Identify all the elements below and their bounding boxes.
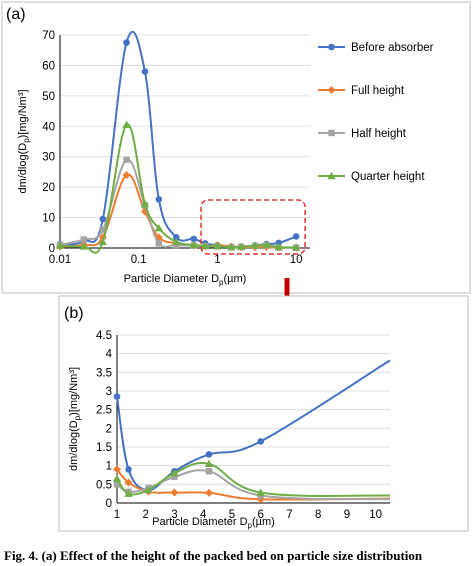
y-tick-label: 10 (42, 213, 55, 225)
data-point-half-height (171, 473, 178, 481)
data-point-before-absorber (123, 39, 130, 46)
legend-swatch-marker (327, 171, 336, 180)
data-point-quarter-height (140, 199, 150, 208)
data-point-quarter-height (274, 242, 283, 251)
x-tick-label: 2 (143, 509, 149, 521)
y-axis-title: dm/dlog(Dp)[mg/Nm³] (68, 367, 82, 471)
data-point-before-absorber (99, 215, 107, 223)
data-point-quarter-height (55, 241, 65, 249)
data-point-quarter-height (122, 120, 131, 128)
y-tick-label: 4 (106, 349, 113, 361)
data-point-half-height (123, 156, 130, 163)
data-point-half-height (113, 481, 121, 488)
data-point-quarter-height (201, 241, 210, 250)
x-tick-label: 7 (286, 509, 292, 521)
panel-b-label: (b) (64, 305, 84, 322)
data-point-quarter-height (236, 242, 246, 251)
data-point-quarter-height (172, 237, 181, 246)
y-tick-label: 0 (49, 243, 55, 255)
data-point-full-height (204, 488, 213, 497)
x-tick-label: 0.01 (49, 254, 71, 266)
data-point-quarter-height (204, 459, 214, 467)
y-tick-label: 2 (106, 423, 112, 435)
data-point-quarter-height (144, 485, 153, 494)
y-tick-label: 60 (42, 60, 55, 72)
legend-label: Quarter height (351, 171, 425, 183)
data-point-half-height (99, 226, 107, 233)
data-point-half-height (205, 468, 213, 475)
y-tick-label: 70 (42, 30, 55, 42)
y-tick-label: 1 (106, 461, 112, 473)
data-point-half-height (155, 240, 163, 247)
y-tick-label: 0 (106, 498, 112, 510)
figure-caption: Fig. 4. (a) Effect of the height of the … (4, 548, 423, 563)
data-point-quarter-height (79, 242, 88, 250)
x-tick-label: 10 (369, 509, 382, 521)
y-tick-label: 30 (42, 152, 55, 164)
y-tick-label: 1.5 (96, 442, 112, 454)
data-point-quarter-height (250, 241, 260, 249)
x-axis-title: Particle Diameter Dp(µm) (124, 273, 247, 287)
y-tick-label: 4.5 (96, 330, 112, 342)
data-point-before-absorber (155, 196, 163, 203)
data-point-quarter-height (124, 489, 133, 497)
data-point-quarter-height (189, 240, 198, 249)
data-point-before-absorber (205, 451, 213, 458)
data-point-quarter-height (170, 468, 179, 477)
legend-label: Before absorber (351, 42, 434, 54)
data-point-before-absorber (141, 68, 149, 75)
x-tick-label: 3 (171, 509, 177, 521)
data-point-quarter-height (112, 474, 122, 482)
data-point-before-absorber (125, 466, 132, 473)
x-tick-label: 4 (200, 509, 207, 521)
y-axis-title: dm/dlog(Dp)[mg/Nm³] (17, 89, 31, 193)
legend-swatch-marker (328, 43, 335, 51)
data-point-full-height (113, 465, 121, 474)
data-point-before-absorber (172, 234, 180, 241)
data-point-quarter-height (98, 237, 108, 246)
y-tick-label: 3 (106, 386, 112, 398)
legend-swatch-marker (328, 129, 335, 137)
data-point-full-height (122, 170, 131, 179)
data-point-before-absorber (292, 233, 300, 240)
x-tick-label: 9 (344, 509, 350, 521)
x-tick-label: 10 (290, 254, 303, 266)
panel-b-plot: 0 0.5 1 1.5 2 2.5 3 3.5 4 4.5 1 2 3 4 5 6 7 8 9 10 Particle … (68, 330, 391, 530)
data-point-quarter-height (154, 224, 164, 232)
legend-label: Full height (351, 85, 405, 97)
legend: Before absorber Full height Half height Qua… (318, 42, 434, 183)
data-point-quarter-height (256, 488, 265, 496)
panel-a-plot: 0 10 20 30 40 50 60 70 0.01 0.1 1 10 Particle Diamet… (17, 30, 310, 287)
y-tick-label: 40 (42, 121, 55, 133)
data-point-quarter-height (262, 240, 271, 249)
x-axis-title: Particle Diameter Dp(µm) (152, 516, 275, 530)
y-tick-label: 20 (42, 182, 55, 194)
legend-label: Half height (351, 128, 407, 140)
data-point-full-height (170, 488, 179, 497)
x-tick-label: 1 (214, 254, 220, 266)
y-tick-label: 3.5 (96, 367, 112, 379)
data-point-before-absorber (113, 393, 121, 400)
data-point-quarter-height (227, 243, 236, 251)
legend-swatch-marker (327, 86, 336, 94)
data-point-full-height (124, 478, 133, 487)
x-tick-label: 0.1 (131, 254, 147, 266)
x-tick-label: 1 (114, 509, 120, 521)
data-point-quarter-height (213, 241, 222, 250)
y-tick-label: 0.5 (96, 479, 112, 491)
data-point-half-height (80, 236, 87, 243)
x-tick-label: 6 (257, 509, 263, 521)
zoom-region-box (200, 199, 306, 255)
x-tick-label: 5 (229, 509, 235, 521)
x-tick-label: 8 (315, 509, 321, 521)
y-tick-label: 2.5 (96, 405, 112, 417)
data-point-quarter-height (291, 243, 301, 251)
y-tick-label: 50 (42, 91, 55, 103)
panel-a-frame (1, 1, 471, 294)
data-point-before-absorber (190, 235, 198, 243)
panel-a-label: (a) (6, 6, 26, 23)
data-point-before-absorber (257, 438, 264, 445)
